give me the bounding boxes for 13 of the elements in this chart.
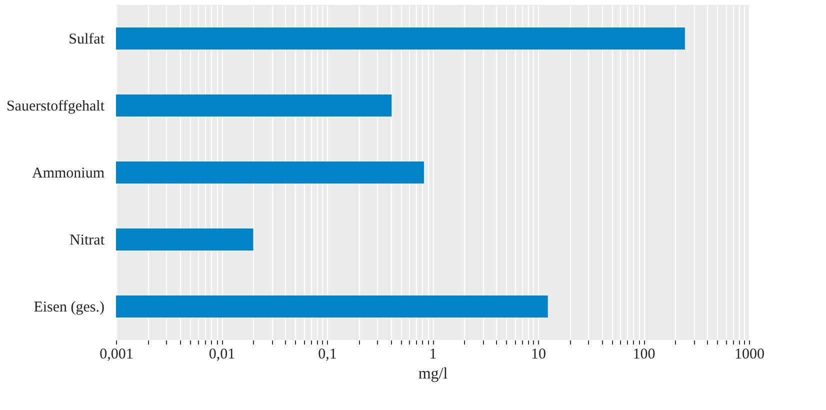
x-tick-label: 0,1 bbox=[318, 346, 337, 362]
y-tick-label: Nitrat bbox=[70, 232, 106, 248]
x-tick-label: 0,001 bbox=[100, 346, 134, 362]
y-tick-label: Eisen (ges.) bbox=[34, 300, 105, 316]
x-tick-label: 1 bbox=[429, 346, 437, 362]
y-tick-label: Sulfat bbox=[68, 32, 106, 48]
y-tick-label: Ammonium bbox=[32, 166, 105, 182]
y-tick-label: Sauerstoffgehalt bbox=[6, 98, 106, 114]
x-tick-label: 0,01 bbox=[208, 346, 236, 362]
x-tick-label: 10 bbox=[531, 346, 546, 362]
x-tick-label: 100 bbox=[632, 346, 656, 362]
x-axis-title: mg/l bbox=[418, 366, 448, 382]
x-tick-label: 1000 bbox=[734, 346, 764, 362]
